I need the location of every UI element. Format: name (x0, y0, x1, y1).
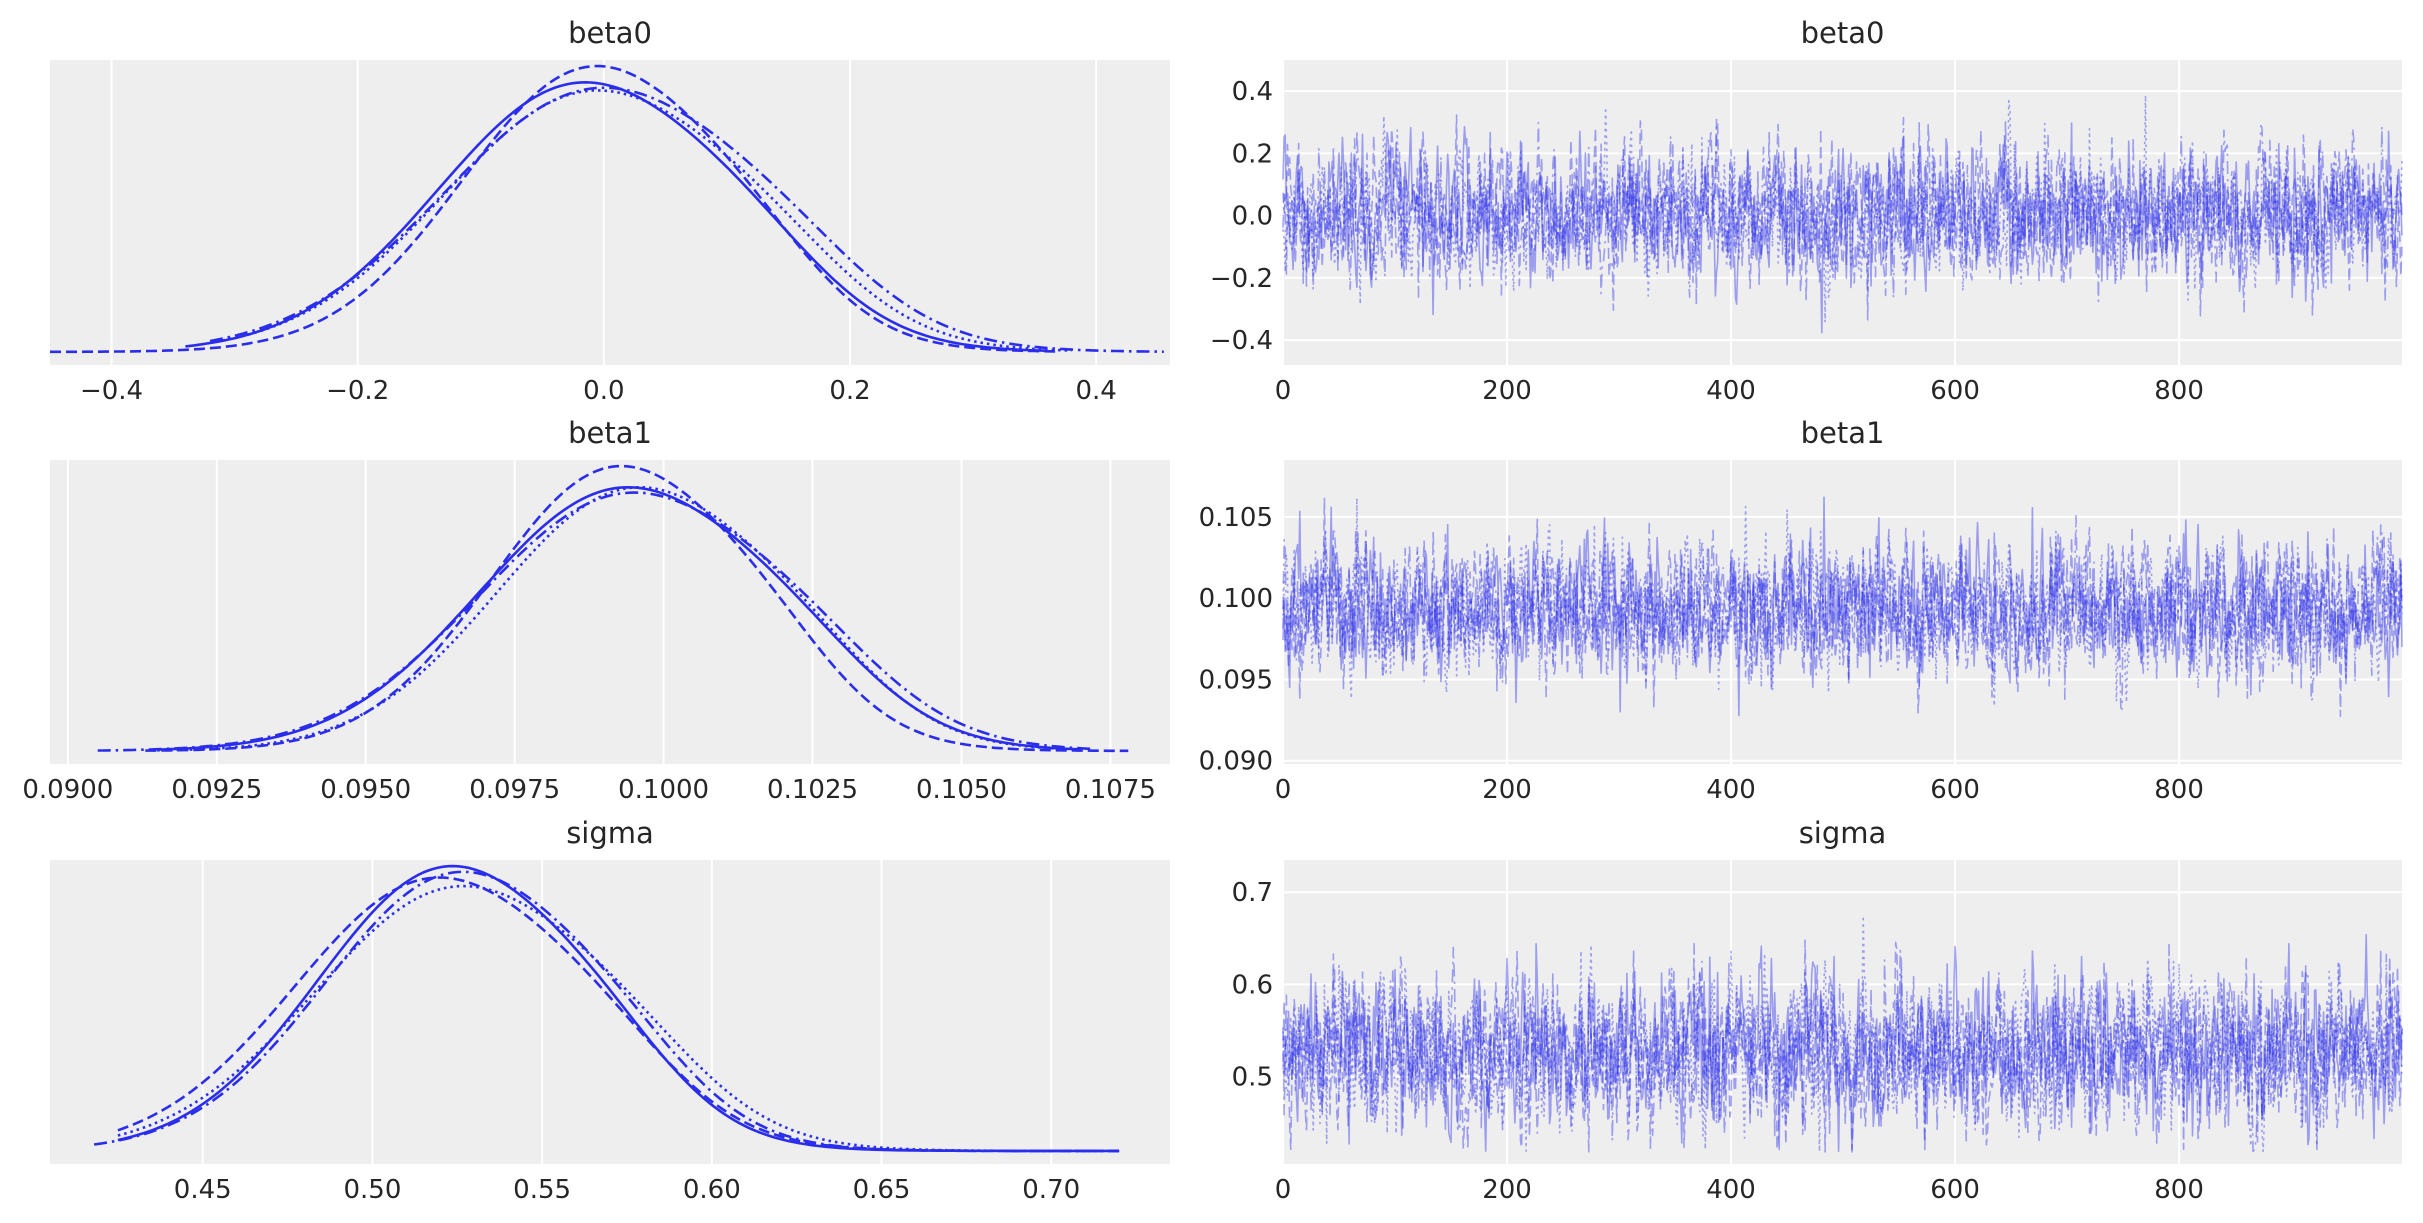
x-tick-label-200: 200 (1482, 775, 1532, 805)
trace-chain-1-dotted (1282, 915, 2403, 1153)
kde-chain-3-dashdot (209, 86, 1164, 353)
plot-area (1283, 460, 2402, 764)
x-tick-label-400: 400 (1706, 775, 1756, 805)
x-tick-label-0-0900: 0.0900 (22, 775, 113, 805)
x-tick-label-0-50: 0.50 (343, 1175, 401, 1205)
panel-title: beta1 (1801, 416, 1885, 450)
kde-chain-2-dashed (117, 876, 1120, 1153)
y-tick-label-0-4: 0.4 (1232, 77, 1273, 107)
kde-chain-1-dotted (157, 486, 1069, 752)
x-tick-label-0-65: 0.65 (853, 1175, 911, 1205)
trace-chain-0-solid (1282, 933, 2403, 1153)
y-tick-label-0-5: 0.5 (1232, 1062, 1273, 1092)
x-tick-label-600: 600 (1930, 376, 1980, 406)
trace-chain-3-dashdot (1282, 515, 2403, 711)
x-tick-label-0-0: 0.0 (583, 376, 624, 406)
y-tick-label-0-105: 0.105 (1199, 503, 1273, 533)
x-tick-label-600: 600 (1930, 1175, 1980, 1205)
x-tick-label-0-45: 0.45 (174, 1175, 232, 1205)
x-tick-label-0-1025: 0.1025 (767, 775, 858, 805)
x-tick-label-0-0950: 0.0950 (320, 775, 411, 805)
panel-trace-beta0: beta0 0 200 400 600 800 −0.4 −0.2 0.0 0.2 0.4 (1210, 16, 2403, 406)
kde-chain-3-dashdot (93, 870, 1120, 1153)
x-tick-label-0-1000: 0.1000 (618, 775, 709, 805)
x-tick-label-0-4: −0.4 (80, 376, 143, 406)
x-tick-label-0: 0 (1275, 376, 1292, 406)
y-tick-label-0-2: 0.2 (1232, 139, 1273, 169)
x-tick-label-0-55: 0.55 (513, 1175, 571, 1205)
x-tick-label-600: 600 (1930, 775, 1980, 805)
panel-kde-sigma: sigma 0.45 0.50 0.55 0.60 0.65 0.70 (50, 816, 1170, 1205)
trace-chain-3-dashdot (1282, 942, 2403, 1153)
panel-trace-sigma: sigma 0 200 400 600 800 0.5 0.6 0.7 (1232, 816, 2403, 1205)
x-tick-label-400: 400 (1706, 376, 1756, 406)
x-tick-label-0-2: 0.2 (829, 376, 870, 406)
y-tick-label-0-100: 0.100 (1199, 584, 1273, 614)
x-tick-label-0-1050: 0.1050 (916, 775, 1007, 805)
panel-kde-beta0: beta0 −0.4 −0.2 0.0 0.2 0.4 (50, 16, 1170, 406)
x-tick-label-400: 400 (1706, 1175, 1756, 1205)
plot-area (50, 60, 1170, 365)
trace-chain-3-dashdot (1282, 116, 2403, 313)
y-tick-label-0-090: 0.090 (1199, 747, 1273, 777)
x-tick-label-0-0975: 0.0975 (469, 775, 560, 805)
kde-chain-1-dotted (209, 89, 1072, 352)
panel-trace-beta1: beta1 0 200 400 600 800 0.090 0.095 0.100 0.105 (1199, 416, 2403, 805)
plot-area (50, 460, 1170, 764)
plot-area (1283, 860, 2402, 1164)
kde-chain-3-dashdot (97, 491, 1093, 752)
trace-chain-2-dashed (1282, 497, 2403, 718)
x-tick-label-800: 800 (2154, 376, 2204, 406)
panel-kde-beta1: beta1 0.0900 0.0925 0.0950 0.0975 0.1000 0.102… (22, 416, 1170, 805)
y-tick-label-0-095: 0.095 (1199, 665, 1273, 695)
x-tick-label-0: 0 (1275, 775, 1292, 805)
kde-chain-2-dashed (50, 64, 1060, 354)
trace-chain-2-dashed (1282, 939, 2403, 1153)
x-tick-label-0-70: 0.70 (1022, 1175, 1080, 1205)
trace-chain-0-solid (1282, 496, 2403, 717)
panel-title: sigma (1799, 816, 1887, 850)
x-tick-label-0-0925: 0.0925 (171, 775, 262, 805)
x-tick-label-800: 800 (2154, 1175, 2204, 1205)
x-tick-label-200: 200 (1482, 1175, 1532, 1205)
x-tick-label-0-4: 0.4 (1075, 376, 1116, 406)
x-tick-label-200: 200 (1482, 376, 1532, 406)
panel-title: sigma (566, 816, 654, 850)
trace-chain-2-dashed (1282, 114, 2403, 321)
panel-title: beta1 (568, 416, 652, 450)
x-tick-label-800: 800 (2154, 775, 2204, 805)
y-tick-label-0-6: 0.6 (1232, 970, 1273, 1000)
y-tick-label-0-7: 0.7 (1232, 878, 1273, 908)
y-tick-label-0-0: 0.0 (1232, 202, 1273, 232)
y-tick-label-0-2: −0.2 (1210, 264, 1273, 294)
y-tick-label-0-4: −0.4 (1210, 326, 1273, 356)
x-tick-label-0-60: 0.60 (683, 1175, 741, 1205)
trace-chain-0-solid (1282, 122, 2403, 334)
kde-chain-2-dashed (145, 464, 1129, 753)
plot-area (50, 860, 1170, 1164)
panel-title: beta0 (568, 16, 652, 50)
x-tick-label-0-1075: 0.1075 (1065, 775, 1156, 805)
x-tick-label-0: 0 (1275, 1175, 1292, 1205)
trace-chain-1-dotted (1282, 497, 2403, 707)
x-tick-label-0-2: −0.2 (326, 376, 389, 406)
panel-title: beta0 (1801, 16, 1885, 50)
plot-area (1283, 60, 2402, 365)
